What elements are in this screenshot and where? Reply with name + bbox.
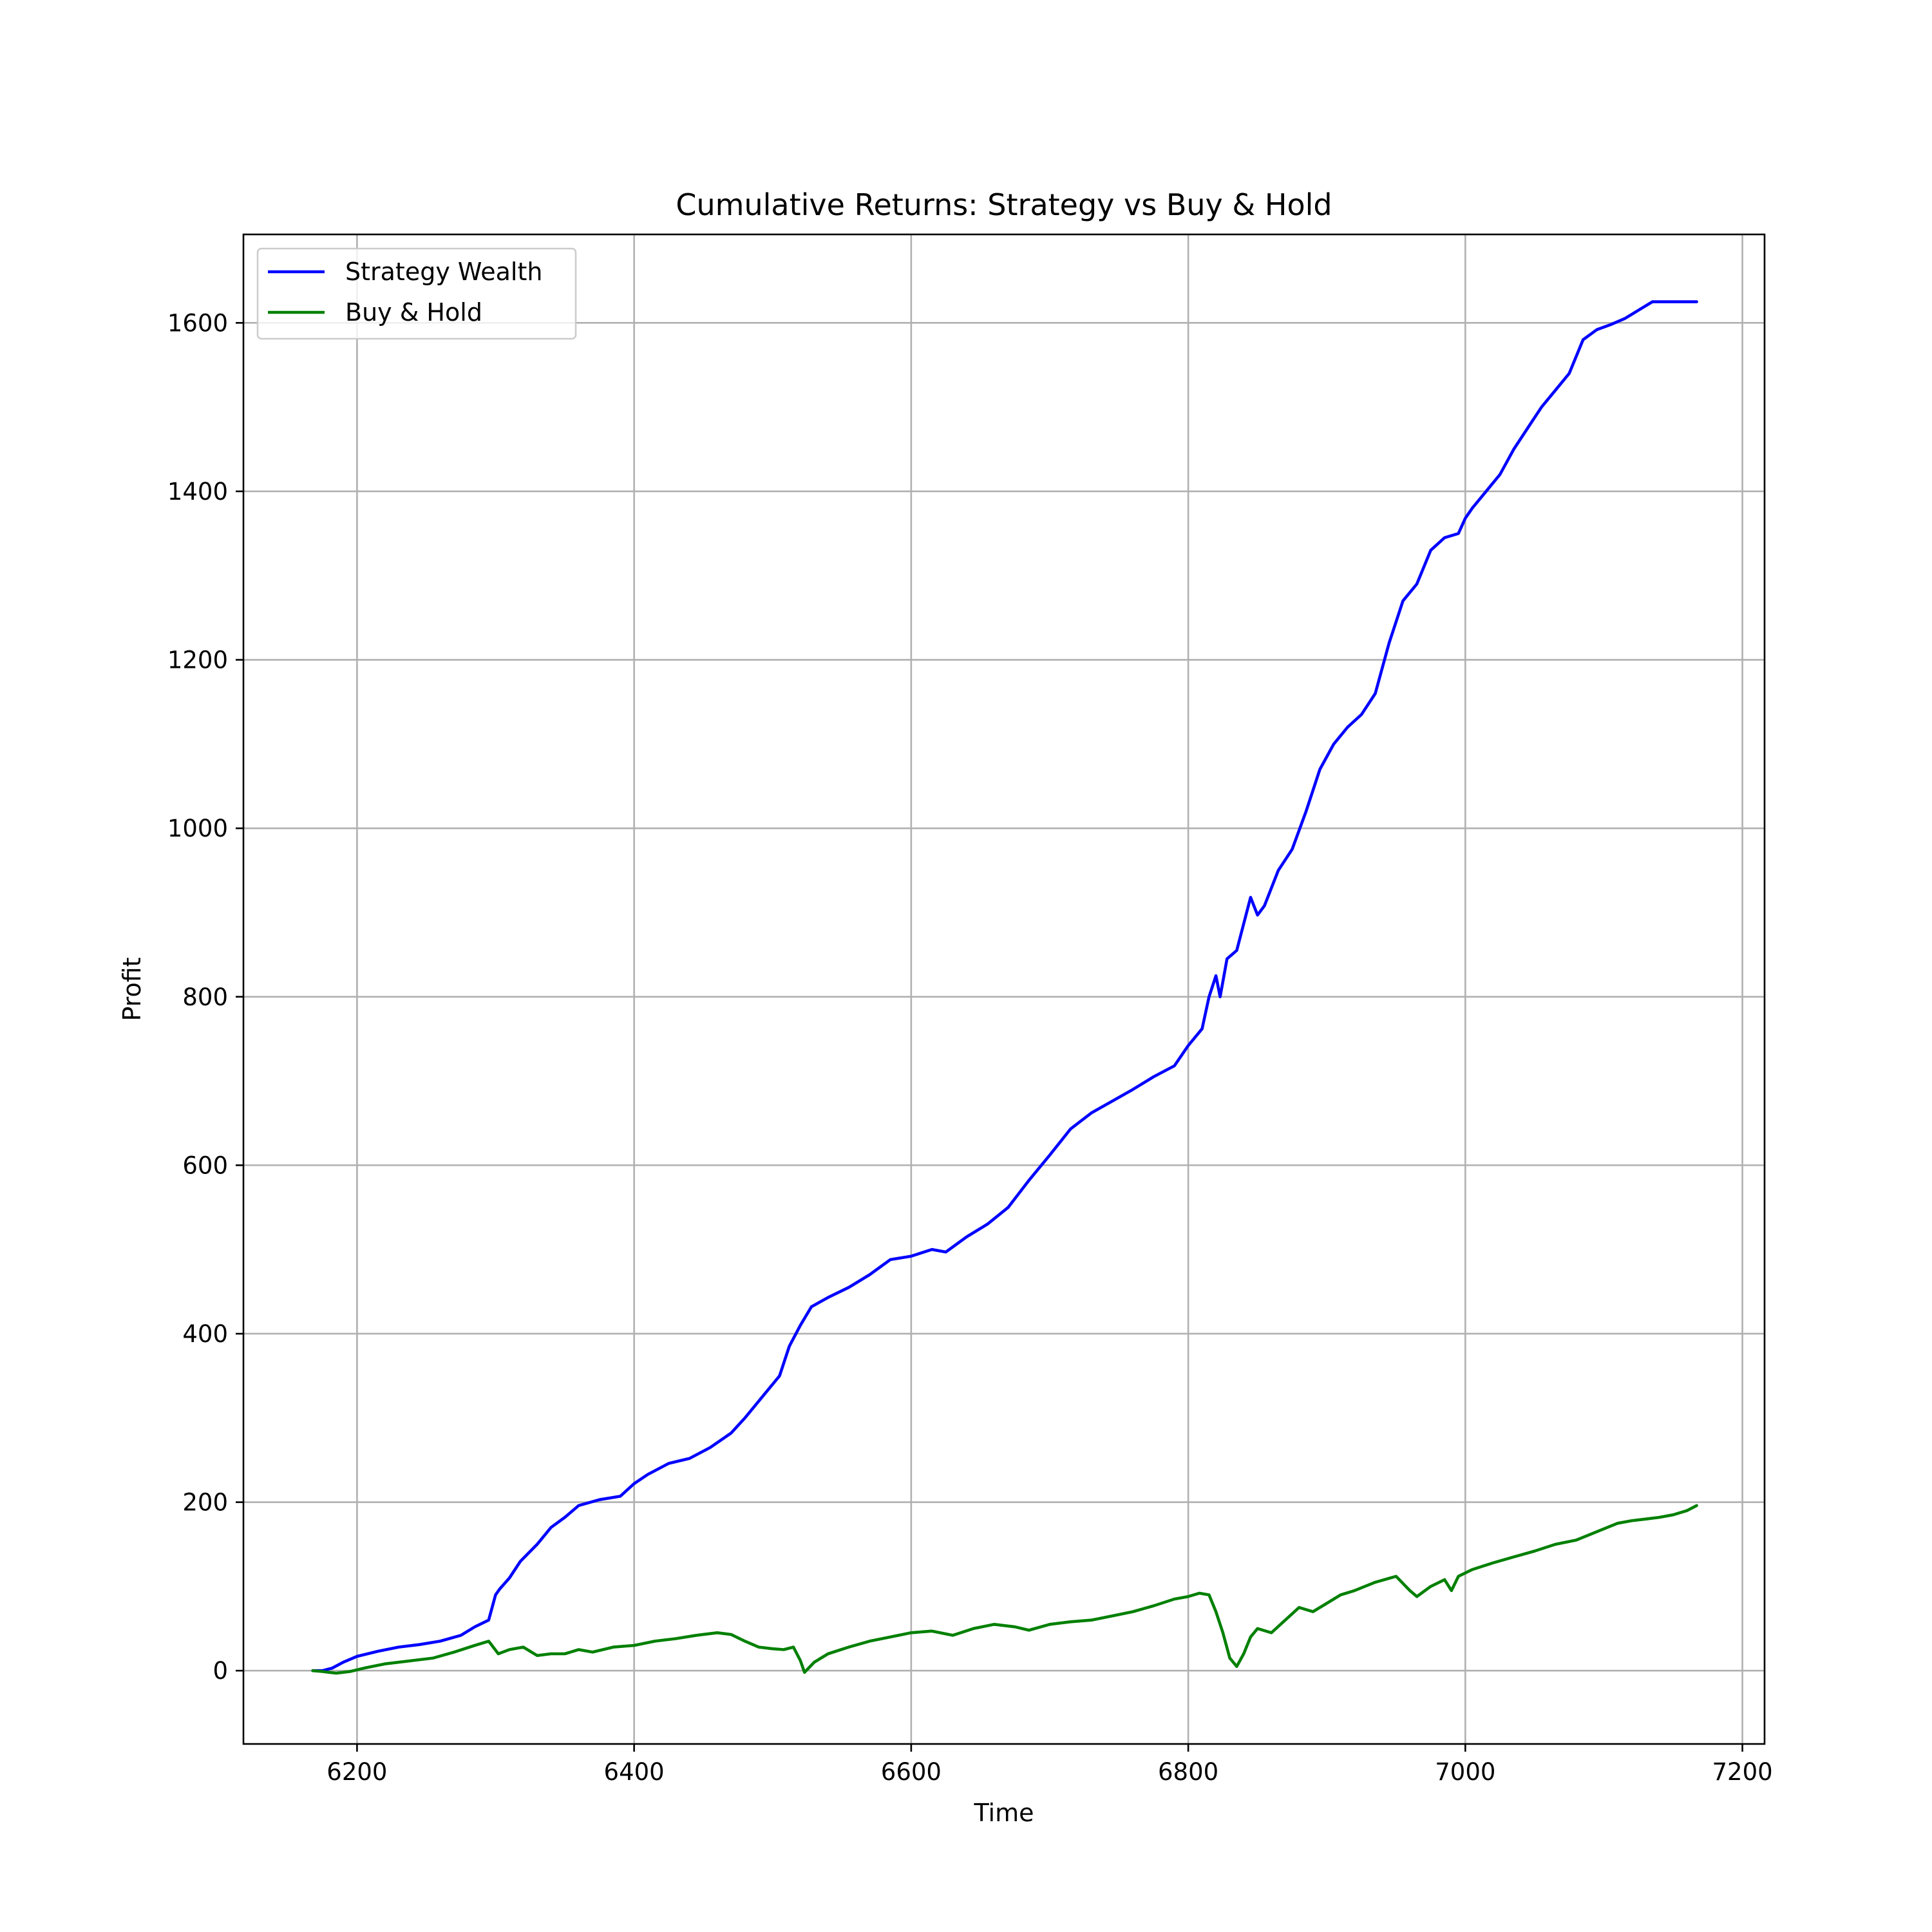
legend-label: Strategy Wealth (345, 258, 542, 286)
y-tick-label: 1400 (167, 478, 228, 506)
y-tick-label: 1200 (167, 647, 228, 674)
plot-frame (242, 233, 1766, 1745)
y-axis-label: Profit (118, 957, 146, 1021)
legend-box (256, 247, 577, 340)
legend-label: Buy & Hold (345, 298, 482, 327)
series-line-strategy-wealth (311, 300, 1698, 1672)
y-tick-label: 0 (213, 1657, 228, 1685)
y-tick-label: 800 (182, 983, 228, 1011)
x-tick-label: 6600 (881, 1758, 942, 1786)
x-tick-label: 6400 (604, 1758, 665, 1786)
y-tick-label: 400 (182, 1320, 228, 1348)
x-tick-label: 6800 (1158, 1758, 1218, 1786)
x-tick-label: 7000 (1435, 1758, 1495, 1786)
y-tick-label: 1600 (167, 309, 228, 337)
legend: Strategy Wealth Buy & Hold (256, 247, 577, 340)
x-tick-label: 6200 (327, 1758, 387, 1786)
grid (243, 234, 1765, 1744)
plot-lines (311, 300, 1698, 1675)
series-line-buy-hold (311, 1504, 1698, 1675)
y-tick-label: 600 (182, 1151, 228, 1179)
y-tick-label: 1000 (167, 815, 228, 842)
x-tick-label: 7200 (1712, 1758, 1772, 1786)
y-tick-label: 200 (182, 1489, 228, 1517)
chart-title: Cumulative Returns: Strategy vs Buy & Ho… (676, 187, 1332, 222)
axis-ticks: 6200 6400 6600 6800 7000 7200 0 200 400 600 800 100… (167, 309, 1773, 1786)
x-axis-label: Time (974, 1799, 1034, 1827)
